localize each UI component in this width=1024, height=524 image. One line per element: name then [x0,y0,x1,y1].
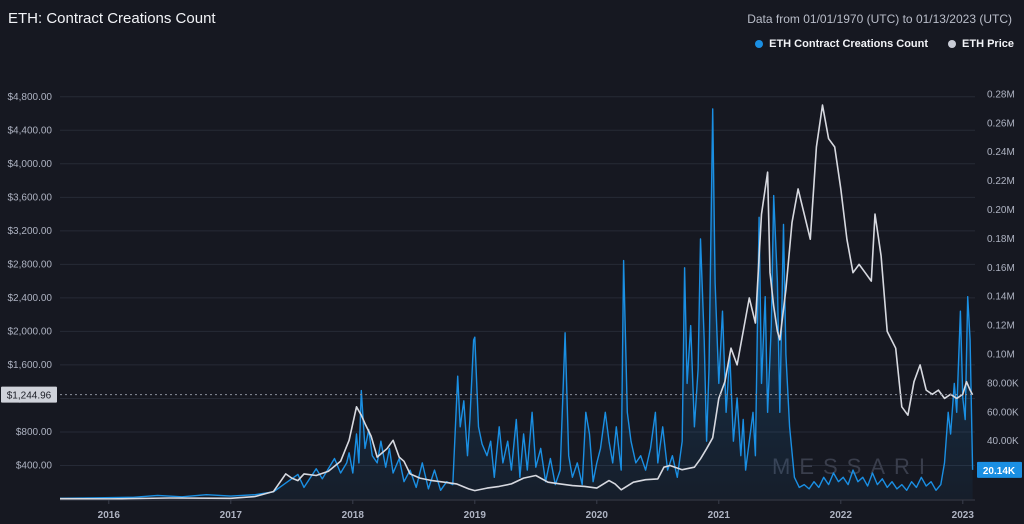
right-tick-label: 40.00K [987,436,1019,447]
price-marker-label: $1,244.96 [7,391,52,402]
right-axis: 20.00K40.00K60.00K80.00K0.10M0.12M0.14M0… [987,89,1019,476]
right-tick-label: 60.00K [987,407,1019,418]
left-tick-label: $3,600.00 [8,192,53,203]
right-tick-label: 0.22M [987,176,1015,187]
left-tick-label: $4,400.00 [8,125,53,136]
left-tick-label: $800.00 [16,427,53,438]
right-tick-label: 0.14M [987,292,1015,303]
chart-title: ETH: Contract Creations Count [8,10,216,27]
count-marker-label: 20.14K [983,466,1016,477]
left-axis: $400.00$800.00$1,200.00$1,600.00$2,000.0… [8,92,53,472]
legend-item-contract-count[interactable]: ETH Contract Creations Count [755,38,928,50]
legend-dot-contract-count [755,40,764,48]
x-axis: 2016 2017 2018 2019 2020 2021 2022 2023 [60,499,975,521]
watermark: MESSARI [772,454,934,479]
right-tick-label: 0.24M [987,147,1015,158]
x-tick-label: 2020 [586,510,609,521]
series-line-eth-price [59,104,974,500]
legend-item-eth-price[interactable]: ETH Price [948,38,1014,50]
value-markers: $1,244.96 20.14K [1,386,1022,478]
right-tick-label: 0.28M [987,89,1015,100]
right-tick-label: 0.16M [987,263,1015,274]
right-tick-label: 0.20M [987,205,1015,216]
left-tick-label: $2,800.00 [8,259,53,270]
left-tick-label: $2,400.00 [8,293,53,304]
x-tick-label: 2023 [952,510,975,521]
right-tick-label: 0.12M [987,321,1015,332]
legend-label-contract-count: ETH Contract Creations Count [769,38,929,50]
x-tick-label: 2021 [708,510,731,521]
series-area-contract-count [60,108,973,500]
right-tick-label: 0.18M [987,234,1015,245]
left-tick-label: $3,200.00 [8,226,53,237]
x-tick-label: 2019 [464,510,487,521]
left-tick-label: $4,800.00 [8,92,53,103]
right-tick-label: 0.26M [987,118,1015,129]
left-tick-label: $2,000.00 [8,326,53,337]
x-tick-label: 2022 [830,510,853,521]
legend: ETH Contract Creations Count ETH Price [755,38,1014,50]
legend-dot-eth-price [948,40,957,48]
right-tick-label: 80.00K [987,378,1019,389]
left-tick-label: $4,000.00 [8,159,53,170]
x-tick-label: 2018 [342,510,365,521]
left-tick-label: $400.00 [16,460,53,471]
series-line-contract-count [59,108,974,499]
x-tick-label: 2016 [98,510,121,521]
count-marker-box [977,461,1022,478]
date-range-text: Data from 01/01/1970 (UTC) to 01/13/2023… [747,12,1012,26]
x-tick-label: 2017 [220,510,243,521]
price-marker-box [1,386,57,403]
left-tick-label: $1,600.00 [8,360,53,371]
legend-label-eth-price: ETH Price [962,38,1014,50]
grid-lines [60,96,975,466]
series-layer [59,104,974,500]
right-tick-label: 0.10M [987,350,1015,361]
